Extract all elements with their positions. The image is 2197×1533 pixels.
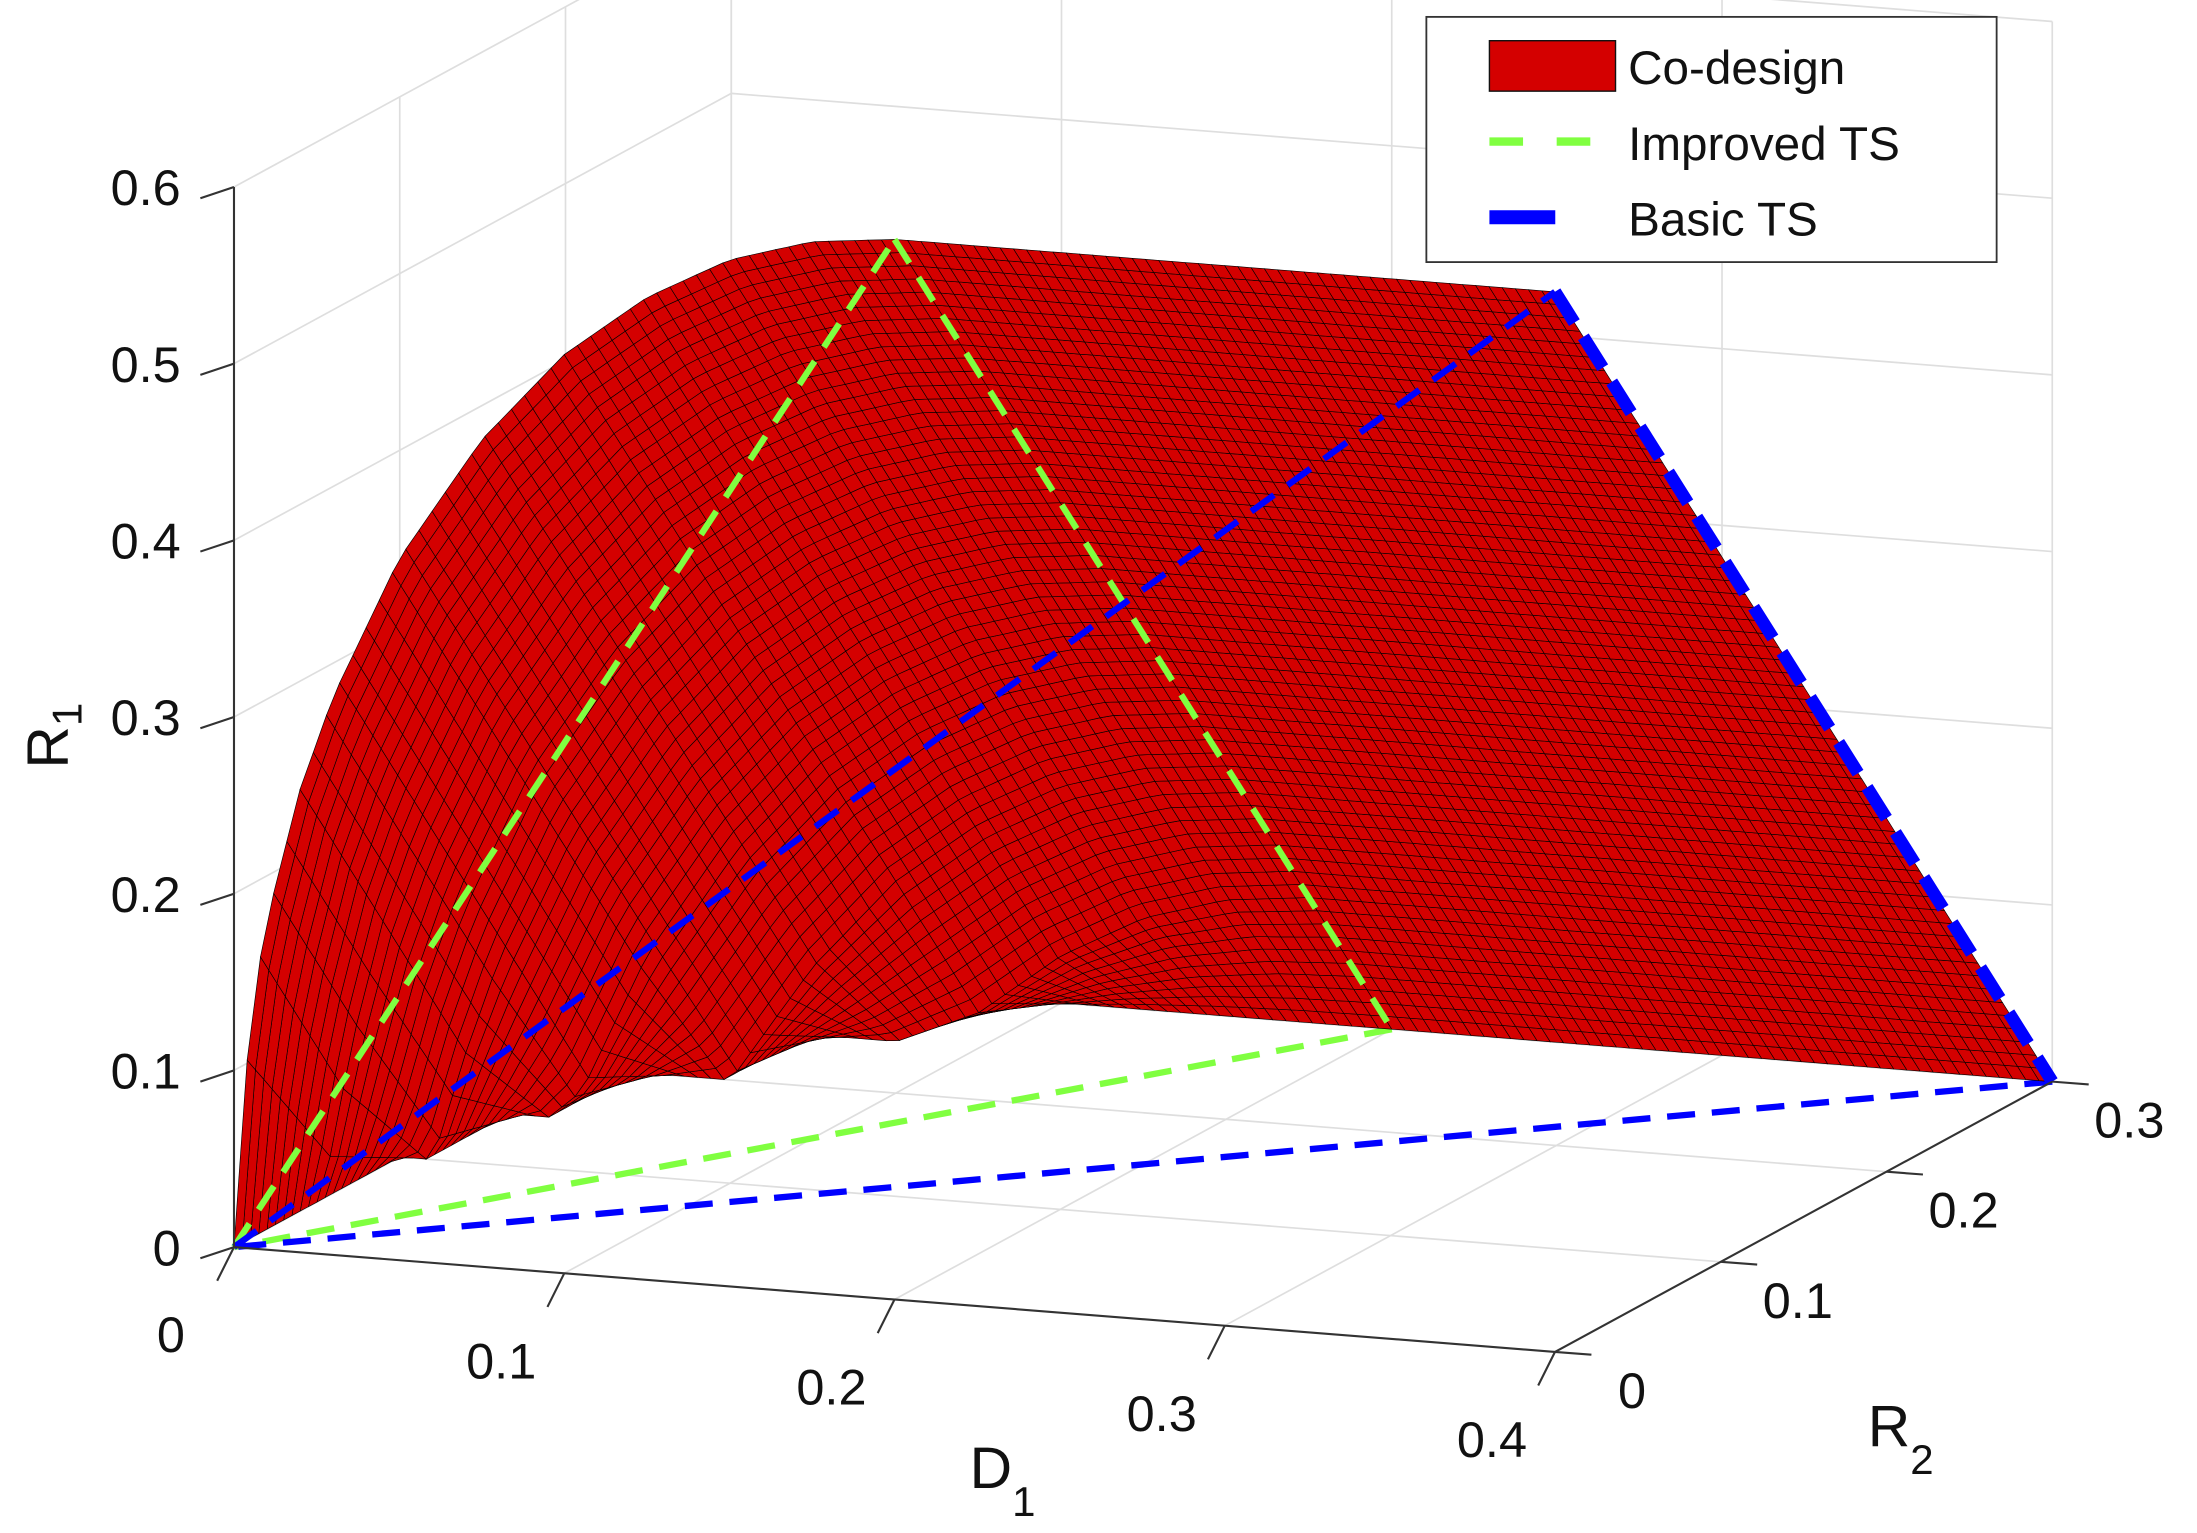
basic-ts-segment [233, 1078, 2053, 1251]
grid-line [233, 92, 732, 365]
improved-ts-segment [233, 1026, 1393, 1251]
grid-line [233, 0, 580, 188]
floor-lines [233, 1026, 2053, 1251]
grid-line [1770, 0, 2053, 23]
grid-line [1224, 1054, 1723, 1327]
grid-line [565, 1066, 1887, 1173]
co-design-surface [233, 239, 2053, 1248]
